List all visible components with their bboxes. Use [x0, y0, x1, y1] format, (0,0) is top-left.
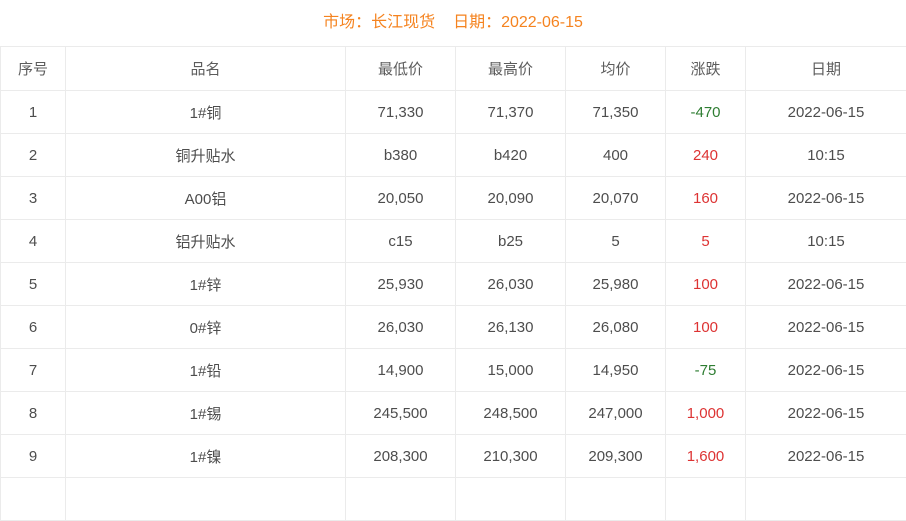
cell-high: 71,370	[456, 91, 566, 134]
cell-low: 26,030	[346, 306, 456, 349]
cell-change: 1,000	[666, 392, 746, 435]
cell-change: -470	[666, 91, 746, 134]
cell-seq: 1	[1, 91, 66, 134]
table-row: 2 铜升贴水 b380 b420 400 240 10:15	[1, 134, 906, 177]
cell-name: 1#锡	[66, 392, 346, 435]
table-row: 6 0#锌 26,030 26,130 26,080 100 2022-06-1…	[1, 306, 906, 349]
table-row: 4 铝升贴水 c15 b25 5 5 10:15	[1, 220, 906, 263]
cell-low: 25,930	[346, 263, 456, 306]
cell-name: 1#锌	[66, 263, 346, 306]
cell-seq: 4	[1, 220, 66, 263]
col-header-high: 最高价	[456, 47, 566, 91]
table-header-row: 序号 品名 最低价 最高价 均价 涨跌 日期	[1, 47, 906, 91]
cell-name: 1#铜	[66, 91, 346, 134]
cell-change: 1,600	[666, 435, 746, 478]
cell-low: c15	[346, 220, 456, 263]
cell-high: b420	[456, 134, 566, 177]
cell-seq: 6	[1, 306, 66, 349]
cell-date: 10:15	[746, 220, 906, 263]
cell-seq: 9	[1, 435, 66, 478]
cell-avg: 400	[566, 134, 666, 177]
cell-avg: 14,950	[566, 349, 666, 392]
col-header-name: 品名	[66, 47, 346, 91]
cell-high: 248,500	[456, 392, 566, 435]
cell-low: 20,050	[346, 177, 456, 220]
cell-avg: 247,000	[566, 392, 666, 435]
table-body: 1 1#铜 71,330 71,370 71,350 -470 2022-06-…	[1, 91, 906, 521]
cell-seq: 8	[1, 392, 66, 435]
cell-date: 2022-06-15	[746, 349, 906, 392]
cell-date: 2022-06-15	[746, 263, 906, 306]
cell-date: 10:15	[746, 134, 906, 177]
cell-name: 0#锌	[66, 306, 346, 349]
cell-change: 240	[666, 134, 746, 177]
col-header-date: 日期	[746, 47, 906, 91]
cell-avg: 209,300	[566, 435, 666, 478]
cell-high: 20,090	[456, 177, 566, 220]
cell-avg: 26,080	[566, 306, 666, 349]
date-label: 日期：2022-06-15	[453, 14, 583, 31]
cell-avg: 25,980	[566, 263, 666, 306]
market-label: 市场：长江现货	[323, 14, 435, 31]
col-header-change: 涨跌	[666, 47, 746, 91]
price-table: 序号 品名 最低价 最高价 均价 涨跌 日期 1 1#铜 71,330 71,3…	[0, 46, 906, 521]
cell-high: b25	[456, 220, 566, 263]
cell-low: b380	[346, 134, 456, 177]
cell-name: 1#镍	[66, 435, 346, 478]
col-header-seq: 序号	[1, 47, 66, 91]
table-row: 1 1#铜 71,330 71,370 71,350 -470 2022-06-…	[1, 91, 906, 134]
cell-low: 71,330	[346, 91, 456, 134]
table-row: 5 1#锌 25,930 26,030 25,980 100 2022-06-1…	[1, 263, 906, 306]
cell-low: 245,500	[346, 392, 456, 435]
cell-date: 2022-06-15	[746, 91, 906, 134]
table-row: 9 1#镍 208,300 210,300 209,300 1,600 2022…	[1, 435, 906, 478]
cell-low: 208,300	[346, 435, 456, 478]
cell-high: 26,030	[456, 263, 566, 306]
table-row: 7 1#铅 14,900 15,000 14,950 -75 2022-06-1…	[1, 349, 906, 392]
cell-name: 1#铅	[66, 349, 346, 392]
cell-seq: 5	[1, 263, 66, 306]
cell-name: A00铝	[66, 177, 346, 220]
cell-name: 铝升贴水	[66, 220, 346, 263]
cell-avg: 5	[566, 220, 666, 263]
cell-low: 14,900	[346, 349, 456, 392]
table-row: 8 1#锡 245,500 248,500 247,000 1,000 2022…	[1, 392, 906, 435]
cell-change: 160	[666, 177, 746, 220]
cell-seq: 7	[1, 349, 66, 392]
cell-date: 2022-06-15	[746, 435, 906, 478]
cell-change: 5	[666, 220, 746, 263]
cell-avg: 71,350	[566, 91, 666, 134]
cell-high: 210,300	[456, 435, 566, 478]
cell-name: 铜升贴水	[66, 134, 346, 177]
cell-high: 15,000	[456, 349, 566, 392]
cell-date: 2022-06-15	[746, 392, 906, 435]
page-title: 市场：长江现货 日期：2022-06-15	[0, 0, 906, 46]
cell-seq: 3	[1, 177, 66, 220]
cell-change: 100	[666, 306, 746, 349]
cell-change: -75	[666, 349, 746, 392]
cell-seq: 2	[1, 134, 66, 177]
cell-avg: 20,070	[566, 177, 666, 220]
cell-date: 2022-06-15	[746, 306, 906, 349]
cell-change: 100	[666, 263, 746, 306]
col-header-avg: 均价	[566, 47, 666, 91]
col-header-low: 最低价	[346, 47, 456, 91]
cell-high: 26,130	[456, 306, 566, 349]
cell-date: 2022-06-15	[746, 177, 906, 220]
table-row: 3 A00铝 20,050 20,090 20,070 160 2022-06-…	[1, 177, 906, 220]
